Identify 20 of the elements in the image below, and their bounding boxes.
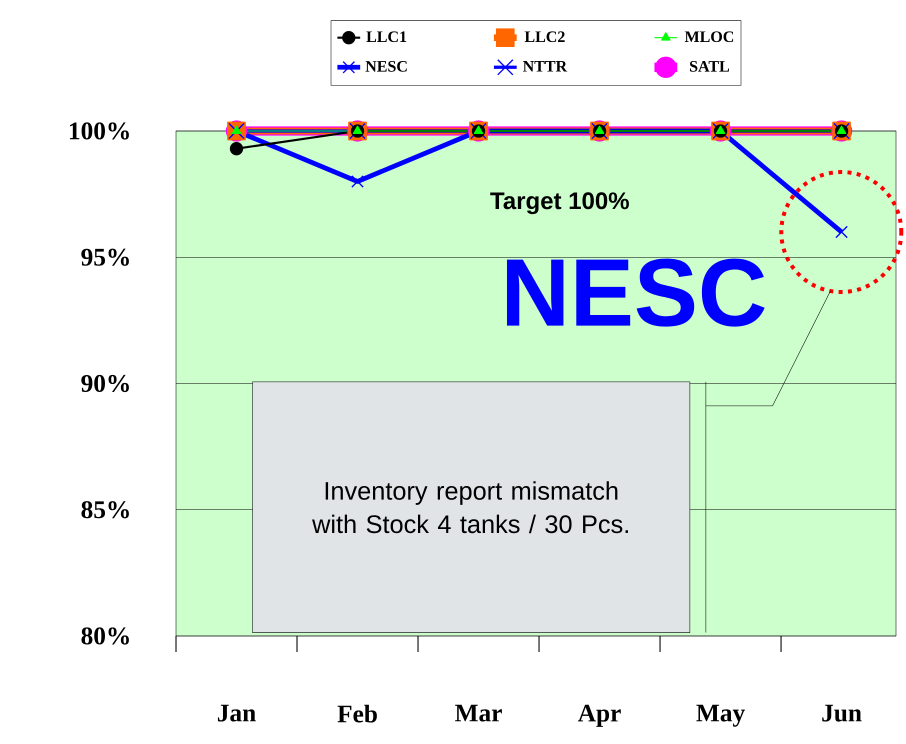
x-tick-label: Jun — [822, 704, 862, 722]
x-tick-label: Feb — [338, 704, 377, 723]
legend-label: SATL — [690, 60, 730, 72]
legend-label: MLOC — [684, 31, 734, 42]
y-tick-label: 90% — [81, 374, 129, 392]
annotation: Target 100% — [490, 192, 629, 214]
y-tick-label: 85% — [81, 501, 129, 518]
legend-label: LLC2 — [524, 31, 565, 42]
legend-label: NTTR — [522, 61, 568, 72]
y-tick-label: 100% — [70, 122, 129, 140]
y-tick-label: 80% — [81, 627, 129, 645]
y-tick-label: 95% — [81, 248, 129, 266]
x-tick-label: Mar — [455, 704, 502, 722]
x-tick-label: May — [696, 704, 745, 727]
x-tick-label: Apr — [578, 704, 621, 727]
legend-label: NESC — [366, 60, 407, 72]
annotation: NESC — [506, 258, 765, 327]
annotation: Inventory report mismatch with Stock 4 tanks / 30 Pcs. — [312, 481, 628, 534]
x-tick-label: Jan — [218, 704, 256, 722]
legend-label: LLC1 — [366, 31, 406, 42]
